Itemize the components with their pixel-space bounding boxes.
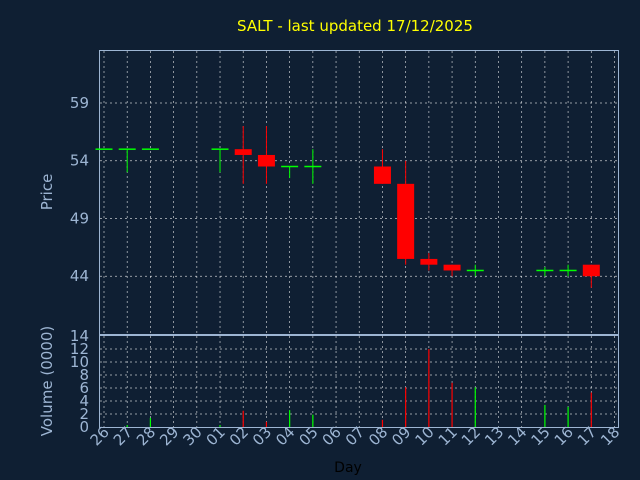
volume-bar (590, 392, 592, 427)
volume-bar (381, 419, 384, 427)
volume-bar (126, 425, 128, 427)
volume-bar (149, 417, 152, 427)
price-panel-frame (99, 50, 619, 335)
volume-bars (126, 349, 592, 427)
candle-body (118, 148, 136, 150)
candle-body (443, 264, 461, 271)
volume-tick-label: 4 (79, 392, 89, 410)
volume-bar (451, 382, 453, 427)
candle-body (281, 165, 299, 168)
price-axis-label: Price (38, 174, 56, 211)
candle-body (373, 166, 391, 184)
candle-body (211, 148, 229, 150)
volume-tick-label: 12 (70, 340, 89, 358)
volume-bar (567, 406, 569, 427)
x-tick-labels: 2627282930010203040506070809101112131415… (87, 423, 624, 449)
volume-bar (219, 425, 221, 427)
price-tick-label: 59 (70, 94, 89, 112)
volume-bar (428, 349, 430, 427)
price-grid (100, 51, 618, 334)
candle-body (234, 149, 252, 155)
candle-body (582, 264, 600, 277)
volume-tick-label: 10 (70, 353, 89, 371)
candle-body (466, 269, 484, 272)
volume-tick-label: 6 (79, 379, 89, 397)
candles (95, 126, 600, 288)
price-tick-label: 54 (70, 152, 89, 170)
candle-body (420, 258, 438, 265)
volume-tick-label: 8 (79, 366, 89, 384)
volume-tick-label: 14 (70, 327, 89, 345)
volume-panel-frame (99, 335, 619, 428)
candle-body (304, 165, 322, 168)
candle-body (397, 183, 415, 259)
candle-body (141, 148, 159, 150)
chart-title: SALT - last updated 17/12/2025 (237, 17, 473, 35)
volume-bar (289, 410, 291, 427)
x-axis-label: Day (334, 460, 362, 476)
price-tick-labels: 59 54 49 44 (70, 94, 89, 285)
candle-body (257, 154, 275, 167)
candle-body (536, 269, 554, 272)
candle-body (559, 269, 577, 272)
volume-axis-label: Volume (0000) (38, 326, 56, 436)
volume-bar (544, 404, 546, 427)
volume-bar (474, 387, 476, 427)
volume-bar (242, 410, 244, 427)
volume-grid (100, 336, 618, 427)
price-tick-label: 44 (70, 267, 89, 285)
candle-body (95, 148, 113, 150)
volume-bar (265, 421, 268, 427)
volume-bar (312, 414, 314, 427)
price-tick-label: 49 (70, 209, 89, 227)
volume-tick-label: 2 (79, 405, 89, 423)
volume-tick-label: 0 (79, 418, 89, 436)
volume-bar (405, 387, 407, 427)
